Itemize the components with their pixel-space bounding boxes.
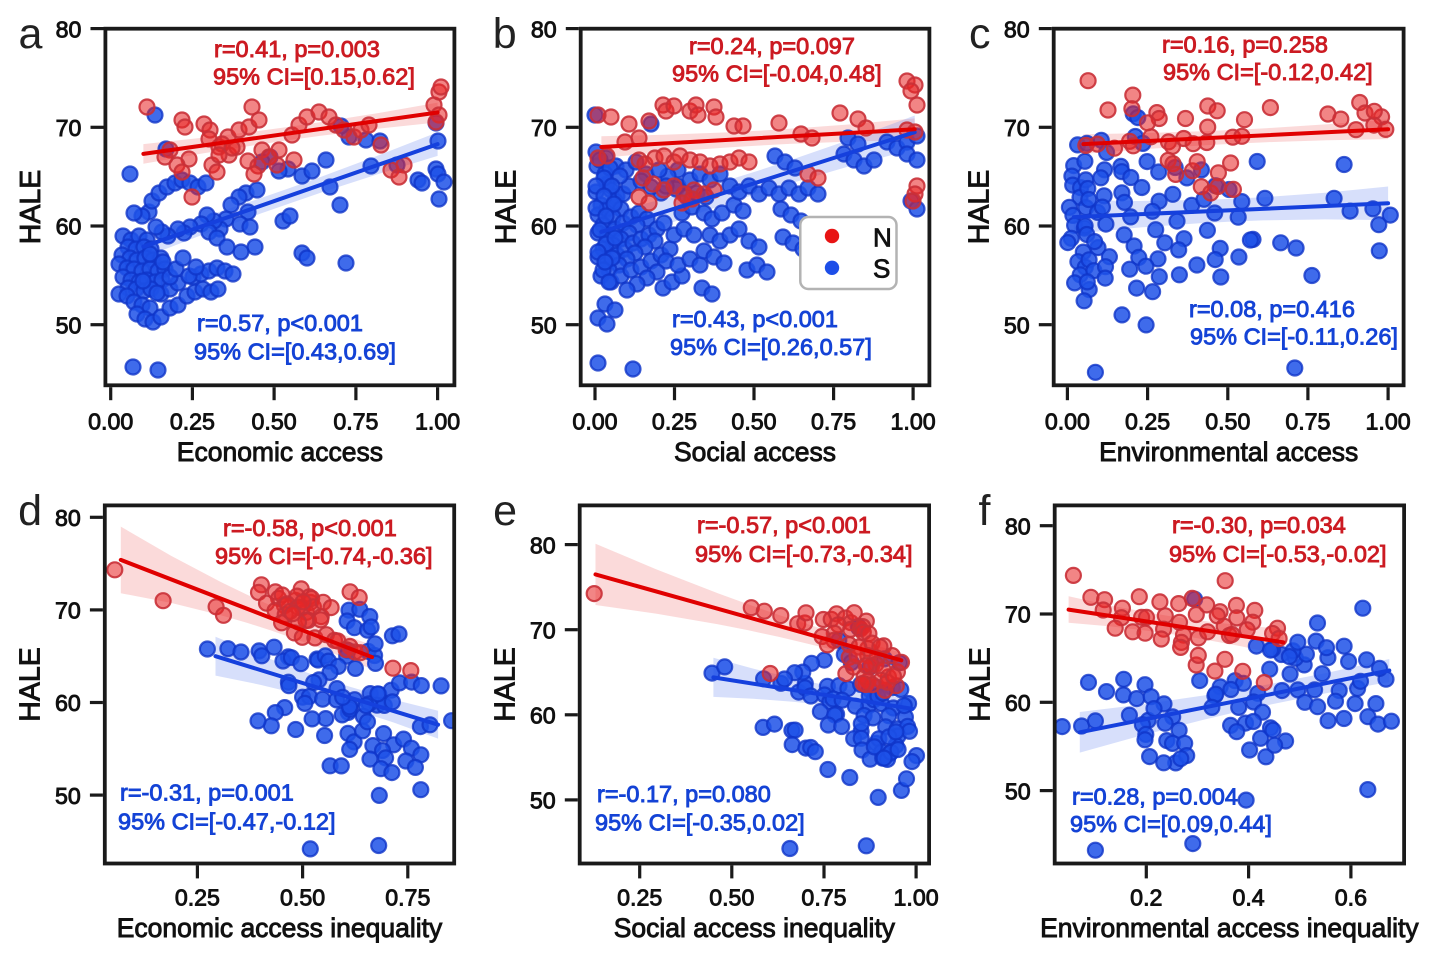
- svg-text:Environmental access: Environmental access: [1099, 437, 1358, 467]
- svg-text:r=0.41, p=0.003: r=0.41, p=0.003: [214, 36, 380, 62]
- svg-text:70: 70: [56, 115, 82, 141]
- svg-text:0.25: 0.25: [652, 408, 697, 434]
- svg-text:95% CI=[-0.47,-0.12]: 95% CI=[-0.47,-0.12]: [118, 809, 336, 835]
- svg-text:95% CI=[-0.74,-0.36]: 95% CI=[-0.74,-0.36]: [215, 543, 433, 569]
- svg-text:80: 80: [1005, 513, 1031, 539]
- svg-text:0.00: 0.00: [1045, 408, 1090, 434]
- svg-text:Economic access: Economic access: [177, 437, 383, 467]
- svg-text:r=-0.57, p<0.001: r=-0.57, p<0.001: [697, 512, 871, 538]
- svg-text:r=0.08, p=0.416: r=0.08, p=0.416: [1189, 296, 1355, 322]
- svg-text:95% CI=[-0.12,0.42]: 95% CI=[-0.12,0.42]: [1163, 59, 1373, 85]
- svg-text:HALE: HALE: [963, 170, 995, 244]
- svg-text:0.25: 0.25: [617, 884, 662, 910]
- svg-text:0.00: 0.00: [88, 408, 133, 434]
- svg-text:95% CI=[-0.04,0.48]: 95% CI=[-0.04,0.48]: [672, 61, 882, 87]
- svg-text:95% CI=[0.09,0.44]: 95% CI=[0.09,0.44]: [1070, 811, 1272, 837]
- svg-text:0.25: 0.25: [1125, 408, 1170, 434]
- svg-text:Social access: Social access: [674, 437, 836, 467]
- svg-text:r=-0.58, p<0.001: r=-0.58, p<0.001: [223, 515, 397, 541]
- svg-text:1.00: 1.00: [415, 408, 460, 434]
- svg-text:95% CI=[0.43,0.69]: 95% CI=[0.43,0.69]: [194, 339, 396, 365]
- svg-text:0.6: 0.6: [1335, 884, 1367, 910]
- svg-text:0.50: 0.50: [280, 884, 325, 910]
- svg-text:70: 70: [531, 115, 557, 141]
- svg-text:c: c: [969, 10, 991, 58]
- svg-text:0.00: 0.00: [572, 408, 617, 434]
- svg-text:0.50: 0.50: [709, 884, 754, 910]
- svg-text:HALE: HALE: [15, 170, 47, 244]
- svg-text:80: 80: [531, 16, 557, 42]
- svg-text:95% CI=[-0.53,-0.02]: 95% CI=[-0.53,-0.02]: [1169, 541, 1387, 567]
- svg-text:60: 60: [1005, 690, 1031, 716]
- svg-text:1.00: 1.00: [1366, 408, 1411, 434]
- svg-text:0.25: 0.25: [170, 408, 215, 434]
- svg-text:80: 80: [530, 532, 556, 558]
- svg-text:Environmental access inequalit: Environmental access inequality: [1040, 913, 1419, 943]
- svg-text:r=0.28, p=0.004: r=0.28, p=0.004: [1072, 784, 1238, 810]
- svg-text:Social access inequality: Social access inequality: [614, 913, 896, 943]
- svg-text:r=0.16, p=0.258: r=0.16, p=0.258: [1162, 32, 1328, 58]
- svg-text:HALE: HALE: [489, 647, 521, 721]
- svg-text:60: 60: [56, 214, 82, 240]
- svg-text:95% CI=[-0.11,0.26]: 95% CI=[-0.11,0.26]: [1190, 324, 1398, 350]
- svg-text:95% CI=[-0.35,0.02]: 95% CI=[-0.35,0.02]: [595, 810, 805, 836]
- svg-text:0.50: 0.50: [252, 408, 297, 434]
- svg-text:Economic access inequality: Economic access inequality: [117, 913, 443, 943]
- svg-text:HALE: HALE: [964, 647, 996, 721]
- svg-text:0.4: 0.4: [1232, 884, 1264, 910]
- svg-text:60: 60: [55, 690, 81, 716]
- svg-text:f: f: [978, 487, 991, 535]
- svg-text:N: N: [873, 222, 892, 252]
- svg-text:1.00: 1.00: [891, 408, 936, 434]
- svg-text:S: S: [873, 253, 890, 283]
- svg-text:60: 60: [1004, 214, 1030, 240]
- svg-text:d: d: [18, 487, 42, 535]
- svg-text:70: 70: [530, 617, 556, 643]
- svg-text:80: 80: [1004, 16, 1030, 42]
- svg-text:0.50: 0.50: [1205, 408, 1250, 434]
- svg-text:1.00: 1.00: [894, 884, 939, 910]
- svg-text:HALE: HALE: [15, 647, 47, 721]
- svg-text:0.75: 0.75: [385, 884, 430, 910]
- svg-text:r=0.57, p<0.001: r=0.57, p<0.001: [197, 310, 363, 336]
- svg-text:60: 60: [531, 214, 557, 240]
- svg-text:95% CI=[0.15,0.62]: 95% CI=[0.15,0.62]: [213, 64, 415, 90]
- svg-text:r=-0.17, p=0.080: r=-0.17, p=0.080: [597, 781, 771, 807]
- svg-text:80: 80: [55, 505, 81, 531]
- svg-text:0.75: 0.75: [333, 408, 378, 434]
- svg-text:r=-0.31, p=0.001: r=-0.31, p=0.001: [120, 780, 294, 806]
- svg-text:r=-0.30, p=0.034: r=-0.30, p=0.034: [1172, 512, 1346, 538]
- svg-text:0.75: 0.75: [801, 884, 846, 910]
- svg-text:70: 70: [1004, 115, 1030, 141]
- svg-text:r=0.43, p<0.001: r=0.43, p<0.001: [672, 306, 838, 332]
- svg-text:0.75: 0.75: [1285, 408, 1330, 434]
- svg-text:50: 50: [1004, 312, 1030, 338]
- svg-text:r=0.24, p=0.097: r=0.24, p=0.097: [689, 33, 855, 59]
- svg-text:60: 60: [530, 703, 556, 729]
- svg-text:0.50: 0.50: [731, 408, 776, 434]
- svg-text:70: 70: [1005, 602, 1031, 628]
- svg-text:50: 50: [530, 788, 556, 814]
- svg-text:50: 50: [56, 312, 82, 338]
- svg-text:80: 80: [56, 16, 82, 42]
- svg-text:50: 50: [1005, 778, 1031, 804]
- svg-text:0.25: 0.25: [175, 884, 220, 910]
- svg-text:95% CI=[-0.73,-0.34]: 95% CI=[-0.73,-0.34]: [695, 541, 913, 567]
- svg-text:HALE: HALE: [490, 170, 522, 244]
- svg-text:50: 50: [531, 312, 557, 338]
- svg-text:b: b: [493, 10, 517, 58]
- svg-text:a: a: [18, 10, 42, 58]
- svg-text:e: e: [493, 487, 517, 535]
- svg-text:95% CI=[0.26,0.57]: 95% CI=[0.26,0.57]: [670, 334, 872, 360]
- svg-text:0.75: 0.75: [811, 408, 856, 434]
- svg-text:50: 50: [55, 783, 81, 809]
- svg-text:70: 70: [55, 598, 81, 624]
- svg-text:0.2: 0.2: [1130, 884, 1162, 910]
